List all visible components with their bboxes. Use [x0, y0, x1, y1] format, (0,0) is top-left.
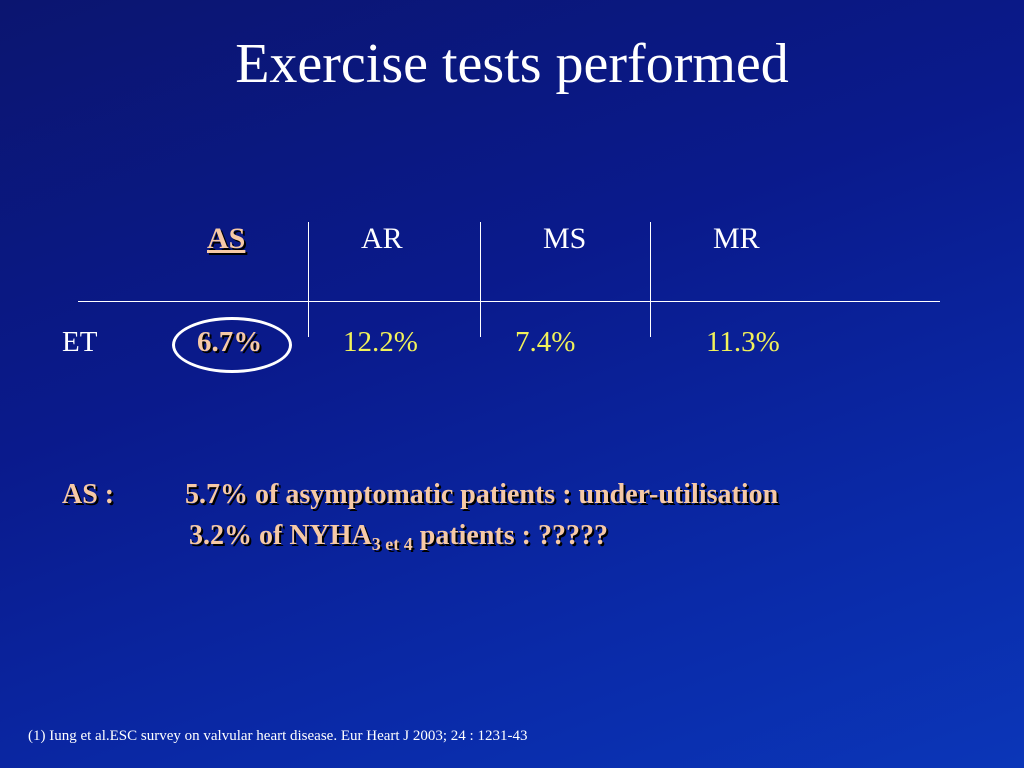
reference-citation: (1) Iung et al.ESC survey on valvular he…: [28, 728, 528, 744]
note-line-1-text: of asymptomatic patients : under-utilisa…: [255, 479, 779, 510]
note-line-2-pre: of NYHA: [259, 520, 372, 551]
note-line-2-sub: 3 et 4: [371, 534, 413, 554]
note-line-1-pct: 5.7%: [185, 479, 248, 510]
column-divider-2: [480, 222, 481, 337]
column-divider-1: [308, 222, 309, 337]
slide-title: Exercise tests performed: [235, 33, 789, 95]
column-header-ms: MS: [543, 222, 587, 255]
column-header-mr: MR: [713, 222, 760, 255]
column-divider-3: [650, 222, 651, 337]
value-mr: 11.3%: [706, 326, 780, 358]
row-label-et: ET: [62, 326, 98, 358]
note-line-1: 5.7% of asymptomatic patients : under-ut…: [185, 479, 778, 511]
value-ms: 7.4%: [515, 326, 576, 358]
note-line-2-pct: 3.2%: [189, 520, 252, 551]
value-as: 6.7%: [197, 326, 263, 358]
highlight-ellipse: [172, 317, 292, 373]
table-header-divider: [78, 301, 940, 302]
value-ar: 12.2%: [343, 326, 418, 358]
note-label: AS :: [62, 479, 115, 510]
column-header-as: AS: [207, 222, 246, 255]
note-line-2-post: patients : ?????: [419, 520, 608, 551]
note-line-2: 3.2% of NYHA3 et 4 patients : ?????: [189, 520, 608, 555]
column-header-ar: AR: [361, 222, 403, 255]
